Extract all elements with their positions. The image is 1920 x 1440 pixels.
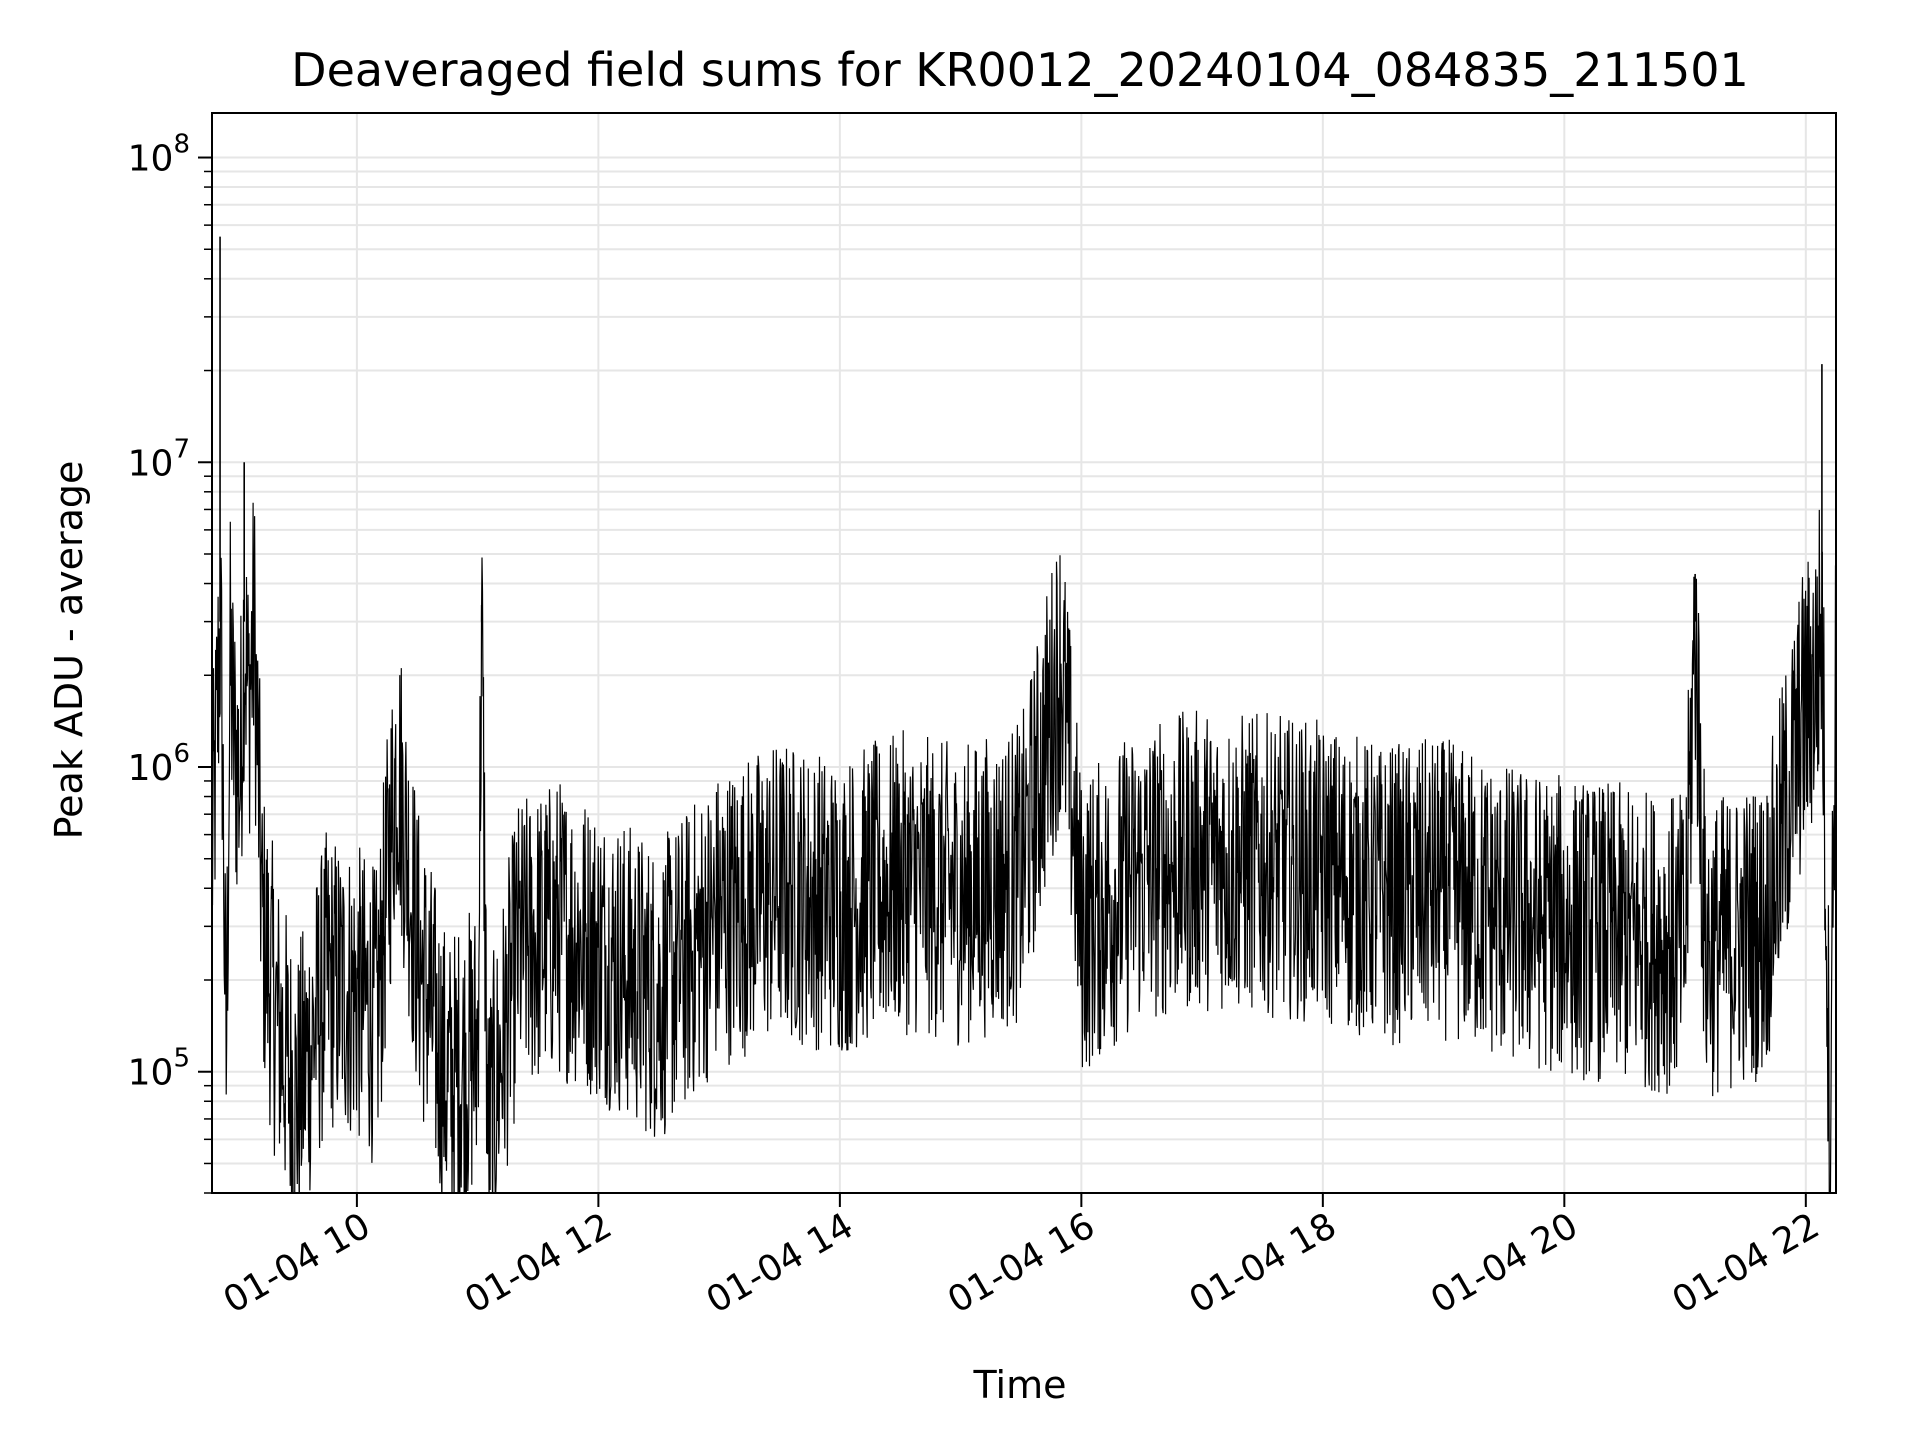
y-tick-label: 107	[128, 434, 190, 484]
series-line	[212, 502, 1836, 1193]
y-tick-label: 105	[128, 1044, 190, 1094]
series-layer	[212, 164, 1836, 1193]
chart-title: Deaveraged field sums for KR0012_2024010…	[291, 43, 1749, 97]
y-tick-label: 108	[128, 130, 190, 180]
y-axis-label: Peak ADU - average	[47, 461, 91, 840]
plot-area	[211, 112, 1837, 1194]
y-tick-label: 106	[128, 739, 190, 789]
x-axis-label: Time	[973, 1363, 1067, 1407]
y-axis: 105 106 107 108	[128, 130, 212, 1194]
